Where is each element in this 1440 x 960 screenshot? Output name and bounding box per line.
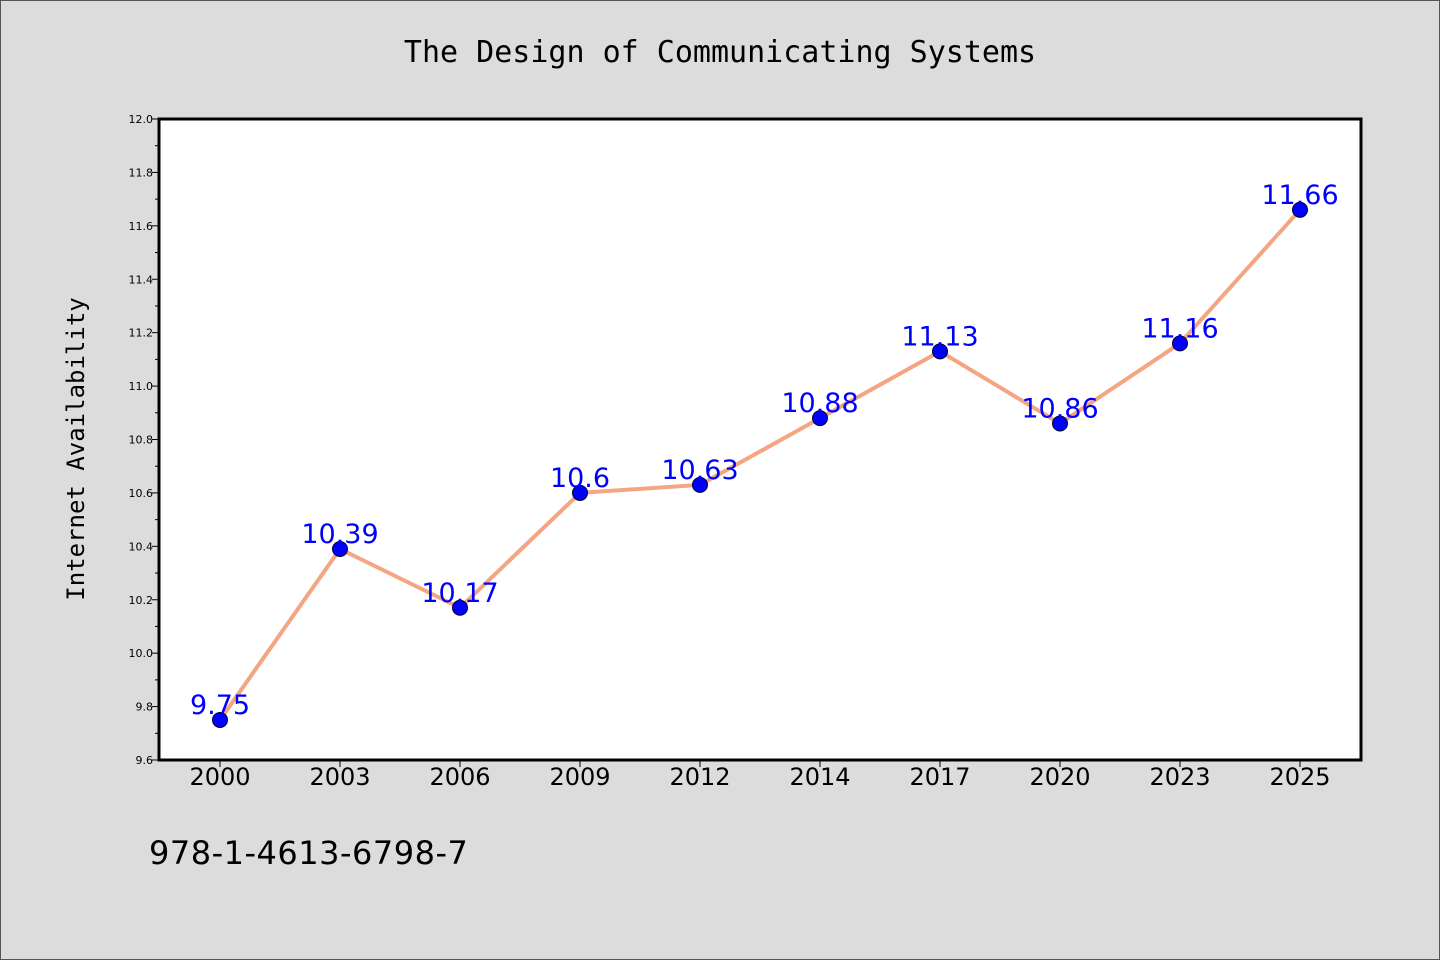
data-label: 10.39 xyxy=(301,519,378,550)
x-tick-label: 2012 xyxy=(669,763,730,791)
data-label: 11.16 xyxy=(1141,313,1218,344)
data-point xyxy=(572,484,588,501)
x-tick-label: 2000 xyxy=(189,763,250,791)
data-point xyxy=(812,410,828,427)
y-axis-ticks: 9.6 9.8 10.0 10.2 10.4 10.6 10.8 11.0 11.2 11.4 11… xyxy=(129,113,159,767)
data-point xyxy=(1292,201,1308,218)
x-tick-label: 2023 xyxy=(1149,763,1210,791)
data-point xyxy=(212,711,228,728)
y-tick-label: 10.4 xyxy=(129,540,154,553)
chart-title: The Design of Communicating Systems xyxy=(404,35,1036,70)
y-tick-label: 10.8 xyxy=(129,434,154,447)
data-point xyxy=(1172,335,1188,352)
data-label: 11.66 xyxy=(1261,180,1338,211)
data-label: 10.17 xyxy=(421,578,498,609)
series-line xyxy=(218,207,1302,722)
data-label: 10.88 xyxy=(781,388,858,419)
series-layer: 9.75 10.39 10.17 10.6 10.63 10.88 11.13 10.86 11… xyxy=(190,180,1339,728)
y-tick-label: 9.6 xyxy=(136,754,154,767)
data-point xyxy=(692,476,708,493)
data-label: 11.13 xyxy=(901,321,978,352)
x-axis-ticks: 2000 2003 2006 2009 2012 2014 2017 2020 2023 2025 xyxy=(189,760,1331,791)
y-tick-label: 11.6 xyxy=(129,220,154,233)
y-tick-label: 11.0 xyxy=(129,380,154,393)
y-tick-label: 10.6 xyxy=(129,487,154,500)
plot-area xyxy=(157,117,1363,762)
y-tick-label: 9.8 xyxy=(136,701,154,714)
data-label: 10.6 xyxy=(550,463,610,494)
data-label: 9.75 xyxy=(190,690,250,721)
x-tick-label: 2020 xyxy=(1029,763,1090,791)
x-tick-label: 2017 xyxy=(909,763,970,791)
y-tick-label: 11.4 xyxy=(129,273,154,286)
x-tick-label: 2003 xyxy=(309,763,370,791)
y-tick-label: 10.2 xyxy=(129,594,154,607)
y-axis-label: Internet Availability xyxy=(62,297,90,600)
x-tick-label: 2014 xyxy=(789,763,850,791)
data-label: 10.63 xyxy=(661,455,738,486)
y-tick-label: 11.8 xyxy=(129,166,154,179)
isbn-text: 978-1-4613-6798-7 xyxy=(149,834,469,872)
x-tick-label: 2006 xyxy=(429,763,490,791)
data-point xyxy=(452,599,468,616)
data-label: 10.86 xyxy=(1021,393,1098,424)
y-tick-label: 10.0 xyxy=(129,647,154,660)
x-tick-label: 2025 xyxy=(1269,763,1330,791)
data-point xyxy=(332,541,348,558)
x-tick-label: 2009 xyxy=(549,763,610,791)
y-tick-label: 11.2 xyxy=(129,327,154,340)
data-point xyxy=(932,343,948,360)
y-tick-label: 12.0 xyxy=(129,113,154,126)
data-point xyxy=(1052,415,1068,432)
